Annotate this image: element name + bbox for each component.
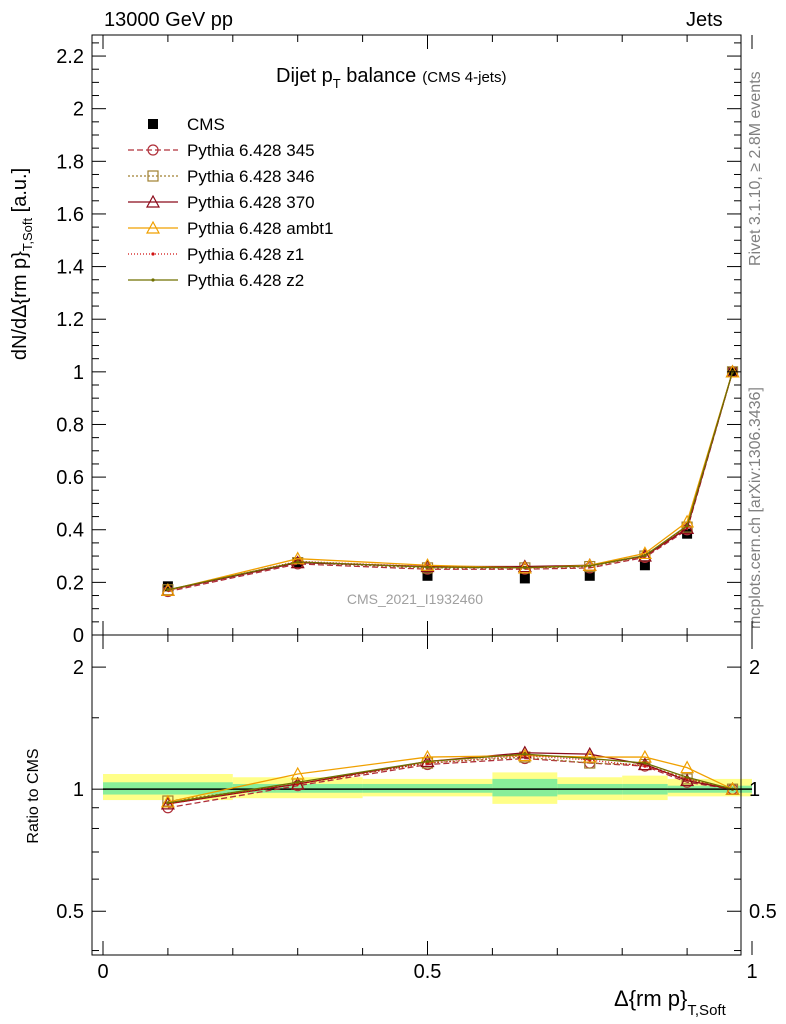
ratio-y-tick-label-right: 0.5 xyxy=(749,901,777,923)
main-series-line xyxy=(167,371,734,591)
main-y-tick-label: 0 xyxy=(73,625,84,647)
main-plot-title-note: (CMS 4-jets) xyxy=(422,69,506,86)
main-data-point xyxy=(523,566,527,570)
ratio-data-point xyxy=(290,776,305,790)
legend-marker xyxy=(147,170,159,182)
ratio-y-tick-label: 1 xyxy=(73,779,84,801)
x-tick-label: 0 xyxy=(97,961,108,983)
ratio-data-point xyxy=(582,749,597,763)
ratio-series-line xyxy=(167,757,733,809)
main-plot-title-subscript: T xyxy=(333,76,341,91)
main-series-line xyxy=(167,371,734,593)
main-series-line xyxy=(167,371,734,591)
main-data-point xyxy=(290,551,305,565)
legend-label: Pythia 6.428 z2 xyxy=(187,271,304,290)
main-data-point xyxy=(584,570,595,581)
legend-label: Pythia 6.428 345 xyxy=(187,141,315,160)
main-series-line xyxy=(167,371,734,591)
ratio-y-tick-label-right: 1 xyxy=(749,779,760,801)
main-series-line xyxy=(167,371,734,591)
legend-label: CMS xyxy=(187,115,225,134)
ratio-band-green xyxy=(492,778,558,797)
main-data-point xyxy=(588,564,592,568)
ratio-data-point xyxy=(643,761,647,765)
main-data-point xyxy=(420,558,435,571)
legend-marker xyxy=(147,144,159,156)
main-data-point xyxy=(685,524,689,528)
main-data-point xyxy=(517,559,532,573)
ratio-y-axis-label: Ratio to CMS xyxy=(25,748,42,843)
main-y-tick-label: 1 xyxy=(73,362,84,384)
ratio-data-point xyxy=(166,801,170,805)
ratio-y-tick-label: 2 xyxy=(73,657,84,679)
main-y-axis-label: dN/dΔ{rm p}T,Soft [a.u.] xyxy=(9,168,35,360)
legend-label: Pythia 6.428 ambt1 xyxy=(187,219,333,238)
legend-marker xyxy=(145,194,161,208)
legend-marker xyxy=(148,119,158,129)
legend-marker xyxy=(151,252,155,256)
main-data-point xyxy=(643,553,647,558)
main-data-point xyxy=(422,570,433,581)
main-data-point xyxy=(519,573,530,584)
main-y-tick-label: 1.4 xyxy=(56,257,84,279)
ratio-data-point xyxy=(517,748,532,762)
legend-label: Pythia 6.428 346 xyxy=(187,167,315,186)
ratio-data-point xyxy=(523,752,527,756)
main-y-tick-label: 2.2 xyxy=(56,46,84,68)
main-y-tick-label: 1.8 xyxy=(56,151,84,173)
main-y-tick-label: 1.2 xyxy=(56,309,84,331)
main-data-point xyxy=(425,565,430,569)
main-y-tick-label: 0.8 xyxy=(56,414,84,436)
main-y-tick-label: 0.2 xyxy=(56,572,84,594)
main-series-line xyxy=(167,371,734,591)
ratio-data-point xyxy=(588,756,592,761)
ratio-series-layer xyxy=(160,745,740,814)
ratio-data-point xyxy=(425,759,430,764)
ratio-y-tick-label: 0.5 xyxy=(56,901,84,923)
ratio-series-line xyxy=(167,754,733,805)
main-y-tick-label: 2 xyxy=(73,99,84,121)
main-plot-title: Dijet pT balance (CMS 4-jets) xyxy=(276,65,506,91)
ratio-data-point xyxy=(643,764,647,768)
main-data-point xyxy=(639,560,650,571)
main-plot-title-rest: balance xyxy=(341,65,417,87)
ratio-y-tick-label-right: 2 xyxy=(749,657,760,679)
ratio-data-point xyxy=(290,766,305,780)
legend-marker xyxy=(151,278,155,282)
legend-marker xyxy=(145,220,161,234)
x-tick-label: 0.5 xyxy=(414,961,442,983)
ratio-data-point xyxy=(517,745,532,759)
main-y-tick-label: 0.6 xyxy=(56,467,84,489)
main-data-point xyxy=(420,559,435,573)
ratio-data-point xyxy=(680,760,695,774)
main-data-point xyxy=(166,588,170,592)
ratio-plot-frame xyxy=(91,634,742,956)
legend-label: Pythia 6.428 z1 xyxy=(187,245,304,264)
x-tick-label: 1 xyxy=(746,961,757,983)
ratio-band-green xyxy=(232,783,363,793)
main-plot-title-text: Dijet p xyxy=(276,65,333,87)
ratio-data-point xyxy=(685,775,689,779)
x-axis-label: Δ{rm p}T,Soft xyxy=(614,986,727,1019)
header-left-label: 13000 GeV pp xyxy=(104,9,233,31)
main-y-tick-label: 0.4 xyxy=(56,520,84,542)
axes-layer: 0 0.2 0.4 0.6 0.8 1 1.2 1.4 1.6 1.8 2 2.2 0 0.5 1 0.5 0.… xyxy=(56,34,777,983)
watermark-label: CMS_2021_I1932460 xyxy=(347,591,483,607)
main-data-point xyxy=(296,560,300,564)
ratio-band-green xyxy=(362,783,493,793)
ratio-data-point xyxy=(296,780,300,784)
header-right-label: Jets xyxy=(686,9,723,31)
main-y-tick-label: 1.6 xyxy=(56,204,84,226)
ratio-series-line xyxy=(167,753,733,804)
legend-label: Pythia 6.428 370 xyxy=(187,193,315,212)
main-series-layer xyxy=(160,364,740,598)
ratio-data-point xyxy=(160,794,175,808)
ratio-band-green xyxy=(103,782,233,795)
legend: CMS Pythia 6.428 345 Pythia 6.428 346 Pythi… xyxy=(128,115,333,290)
